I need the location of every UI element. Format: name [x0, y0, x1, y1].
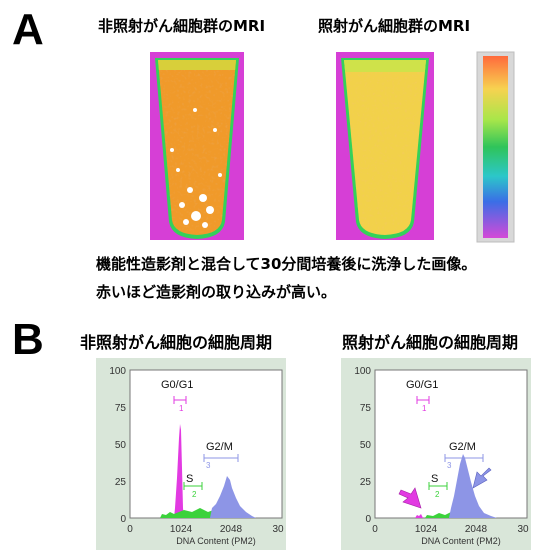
- series-g0g1: [415, 514, 423, 518]
- series-s: [425, 512, 455, 518]
- series-g0g1: [174, 424, 184, 518]
- gate-number-3: 3: [206, 461, 211, 470]
- gate-label-s: S: [186, 473, 193, 485]
- series-s: [160, 508, 226, 518]
- y-tick: 0: [365, 514, 371, 525]
- panel-a-letter: A: [12, 5, 44, 54]
- gate-label-s: S: [431, 473, 438, 485]
- x-axis-label: DNA Content (PM2): [421, 536, 501, 546]
- y-tick: 75: [360, 403, 372, 414]
- x-tick: 0: [372, 524, 378, 535]
- mri-right-image: [336, 52, 434, 240]
- histogram-right: 100 75 50 25 0 0 1024 2048 30 DNA Conten…: [341, 358, 531, 550]
- mri-left-image: [150, 52, 244, 240]
- y-tick: 100: [109, 366, 126, 377]
- blue-arrow-icon: [472, 467, 492, 489]
- gate-label-g2m: G2/M: [449, 441, 476, 453]
- x-axis-label: DNA Content (PM2): [176, 536, 256, 546]
- panel-a-right-title: 照射がん細胞群のMRI: [318, 17, 471, 35]
- x-tick: 0: [127, 524, 133, 535]
- panel-b-left-title: 非照射がん細胞の細胞周期: [80, 333, 273, 352]
- y-tick: 25: [115, 477, 127, 488]
- x-tick: 1024: [415, 524, 438, 535]
- panel-a-left-title: 非照射がん細胞群のMRI: [98, 17, 266, 35]
- color-scale-bar: [476, 51, 515, 243]
- gate-label-g0g1: G0/G1: [161, 379, 193, 391]
- x-tick: 30: [272, 524, 284, 535]
- y-tick: 100: [354, 366, 371, 377]
- panel-b-letter: B: [12, 315, 44, 364]
- histogram-left: 100 75 50 25 0 0 1024 2048 30 DNA Conten…: [96, 358, 286, 550]
- y-tick: 75: [115, 403, 127, 414]
- gate-number-1: 1: [422, 404, 427, 413]
- x-tick: 2048: [465, 524, 488, 535]
- mri-images: [150, 51, 515, 243]
- gate-number-2: 2: [435, 490, 440, 499]
- gate-label-g0g1: G0/G1: [406, 379, 438, 391]
- panel-a-caption-line1: 機能性造影剤と混合して30分間培養後に洗浄した画像。: [96, 255, 477, 273]
- y-tick: 50: [115, 440, 127, 451]
- x-tick: 1024: [170, 524, 193, 535]
- gate-number-1: 1: [179, 404, 184, 413]
- x-tick: 30: [517, 524, 529, 535]
- gate-number-3: 3: [447, 461, 452, 470]
- gate-number-2: 2: [192, 490, 197, 499]
- series-g2m: [210, 476, 256, 518]
- y-tick: 50: [360, 440, 372, 451]
- x-tick: 2048: [220, 524, 243, 535]
- gate-label-g2m: G2/M: [206, 441, 233, 453]
- panel-a-caption-line2: 赤いほど造影剤の取り込みが高い。: [96, 283, 337, 301]
- y-tick: 0: [120, 514, 126, 525]
- magenta-arrow-icon: [398, 487, 422, 509]
- series-g2m: [449, 454, 497, 518]
- panel-b-right-title: 照射がん細胞の細胞周期: [342, 333, 519, 352]
- y-tick: 25: [360, 477, 372, 488]
